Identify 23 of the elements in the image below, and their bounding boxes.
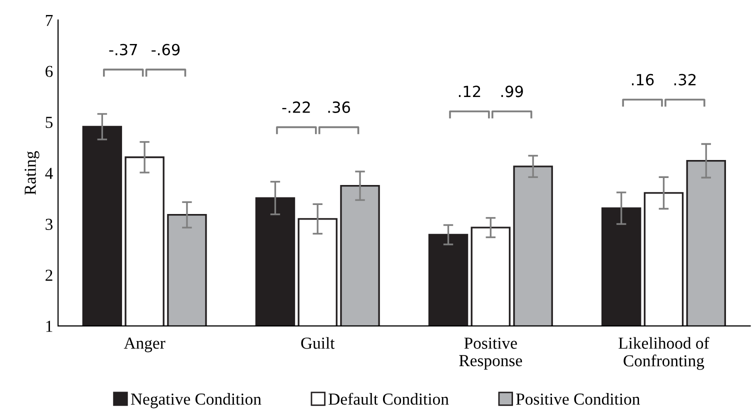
- x-tick-label: Anger: [124, 338, 166, 352]
- annotation: .32: [674, 74, 696, 86]
- y-tick-label: 3: [46, 218, 53, 230]
- annotation: .99: [501, 86, 523, 98]
- y-axis-title: Rating: [24, 151, 40, 195]
- annotation: -.22: [282, 101, 310, 113]
- annotation: .36: [328, 101, 350, 113]
- y-tick-label: 2: [46, 270, 52, 281]
- legend-label: Positive Condition: [516, 393, 640, 405]
- annotation: -.37: [109, 44, 137, 56]
- x-tick-label: Guilt: [301, 337, 335, 349]
- x-tick-label: Positive Response: [459, 338, 522, 370]
- x-tick-label: Likelihood of Confronting: [618, 336, 710, 370]
- annotation: .12: [458, 86, 480, 97]
- annotation: .16: [632, 74, 654, 86]
- y-tick-label: 5: [46, 116, 53, 128]
- legend-label: Default Condition: [328, 392, 449, 405]
- annotation: -.69: [152, 44, 180, 56]
- legend-label: Negative Condition: [130, 393, 262, 408]
- y-tick-label: 6: [46, 66, 53, 78]
- y-tick-label: 4: [45, 168, 53, 179]
- y-tick-label: 7: [46, 14, 53, 26]
- y-tick-label: 1: [46, 320, 52, 332]
